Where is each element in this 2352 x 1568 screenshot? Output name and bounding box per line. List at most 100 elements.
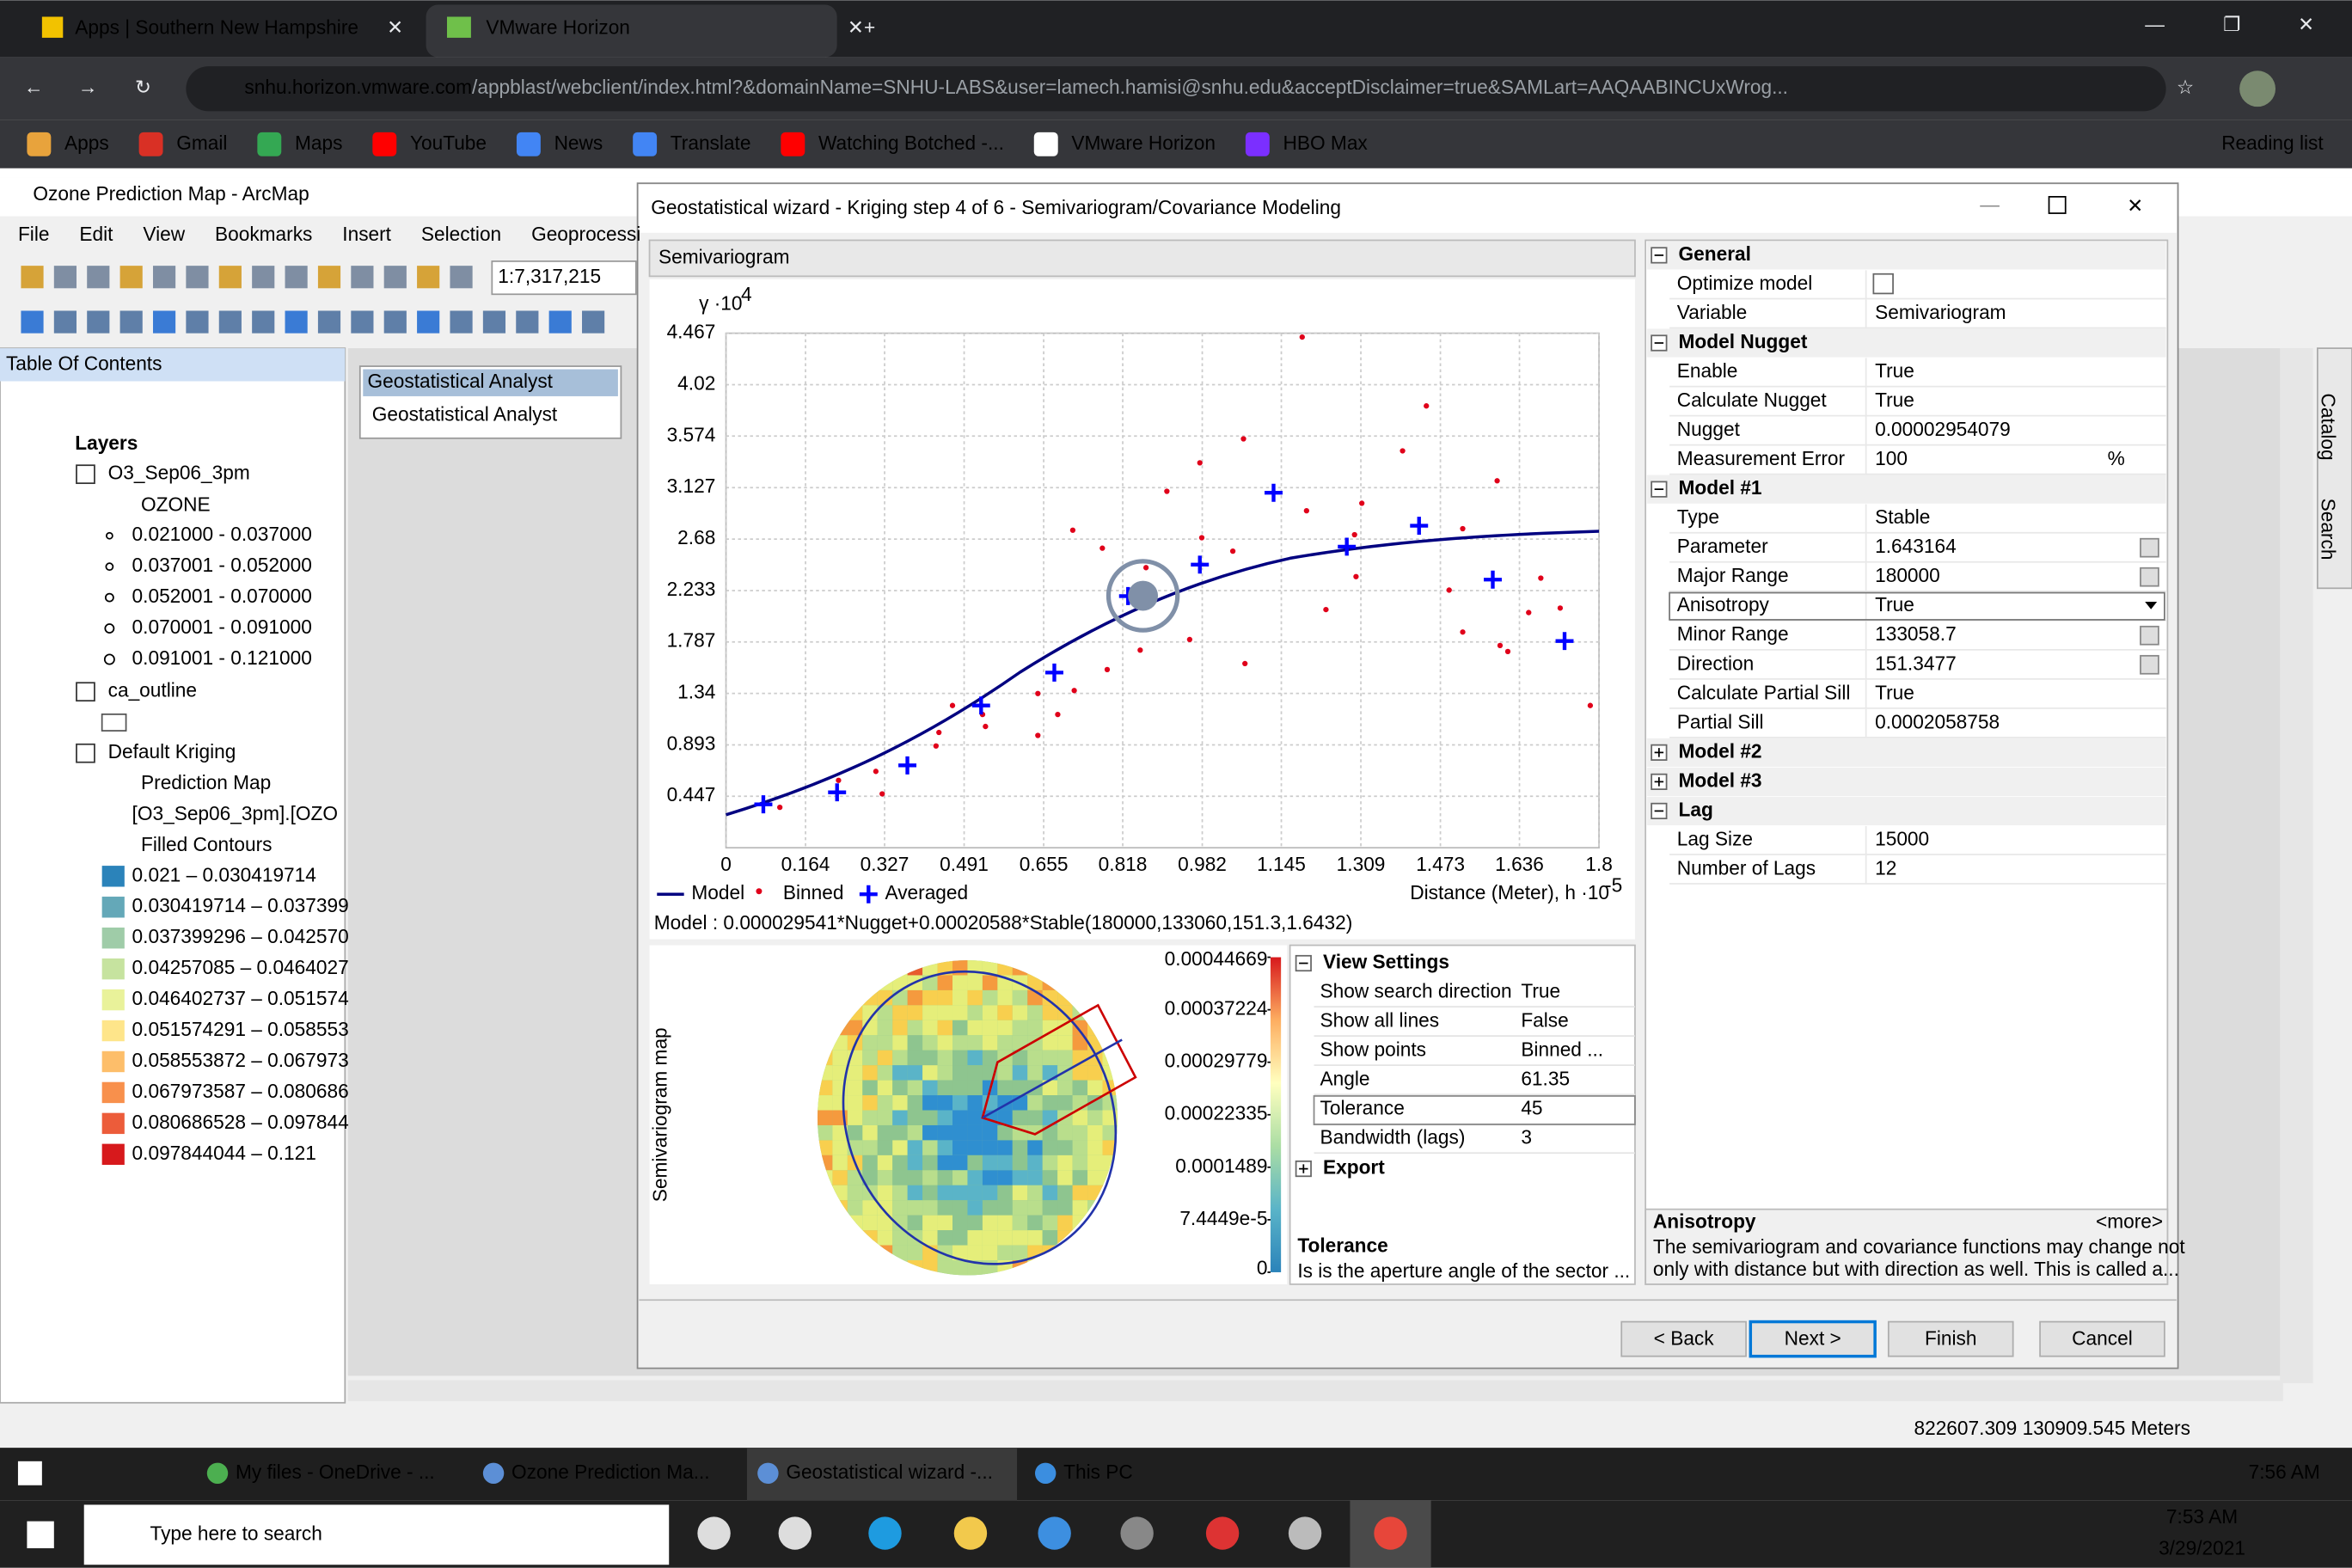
active-tab[interactable]: [426, 4, 837, 58]
property-value[interactable]: Binned ...: [1521, 1038, 1603, 1061]
property-value[interactable]: 61.35: [1521, 1068, 1570, 1090]
taskbar-app[interactable]: [868, 1516, 902, 1550]
taskbar-app[interactable]: [953, 1516, 988, 1550]
toolbar-icon[interactable]: [252, 266, 275, 289]
checkbox[interactable]: [76, 682, 95, 702]
task-label[interactable]: My files - OneDrive - ...: [236, 1461, 435, 1483]
menu-item[interactable]: Selection: [421, 223, 501, 245]
close[interactable]: ✕: [2127, 194, 2143, 217]
reading-list[interactable]: Reading list: [2221, 132, 2324, 154]
button-label[interactable]: Finish: [1925, 1326, 1976, 1349]
toolbar-icon[interactable]: [21, 310, 44, 334]
menu-item[interactable]: File: [18, 223, 50, 245]
menu-item[interactable]: Insert: [342, 223, 391, 245]
property-value[interactable]: 12: [1875, 856, 1896, 879]
side-tabs[interactable]: [2316, 347, 2352, 590]
bookmark[interactable]: Maps: [295, 132, 342, 154]
toolbar-icon[interactable]: [417, 266, 440, 289]
h-scrollbar[interactable]: [347, 1380, 2283, 1402]
button[interactable]: [1887, 1320, 2014, 1357]
toolbar-icon[interactable]: [383, 266, 407, 289]
property-value[interactable]: 133058.7: [1875, 622, 1957, 645]
calc-button[interactable]: [2140, 567, 2159, 587]
property-value[interactable]: 180000: [1875, 564, 1940, 586]
button-label[interactable]: Cancel: [2072, 1326, 2133, 1349]
property-value[interactable]: False: [1521, 1009, 1568, 1032]
checkbox[interactable]: [76, 743, 95, 763]
toolbar-icon[interactable]: [351, 310, 374, 334]
search-box[interactable]: [83, 1504, 670, 1565]
toolbar-icon[interactable]: [87, 266, 110, 289]
toolbar-icon[interactable]: [548, 310, 572, 334]
scale-box[interactable]: [491, 260, 637, 296]
property-value[interactable]: 0.00002954079: [1875, 418, 2011, 440]
bookmark[interactable]: VMware Horizon: [1071, 132, 1216, 154]
property-value[interactable]: 100: [1875, 447, 1908, 469]
toolbar-icon[interactable]: [582, 310, 605, 334]
side-tab[interactable]: Search: [2317, 499, 2339, 560]
bookmark[interactable]: Translate: [671, 132, 751, 154]
toolbar-icon[interactable]: [53, 266, 77, 289]
tab-close[interactable]: ✕: [387, 15, 403, 38]
menu-item[interactable]: Bookmarks: [215, 223, 312, 245]
button[interactable]: [1749, 1320, 1877, 1358]
search-placeholder[interactable]: Type here to search: [150, 1522, 322, 1544]
start-icon[interactable]: [17, 1461, 42, 1485]
bookmark[interactable]: HBO Max: [1283, 132, 1369, 154]
profile[interactable]: [2239, 70, 2276, 107]
property-value[interactable]: 0.0002058758: [1875, 710, 2000, 732]
taskbar-app[interactable]: [1288, 1516, 1322, 1550]
button[interactable]: [2039, 1320, 2165, 1357]
checkbox[interactable]: [76, 464, 95, 485]
tab-title[interactable]: Apps | Southern New Hampshire: [75, 15, 358, 38]
toolbar-icon[interactable]: [450, 266, 473, 289]
selection-handle[interactable]: [1106, 559, 1180, 633]
toolbar-icon[interactable]: [218, 310, 242, 334]
button-label[interactable]: Next >: [1785, 1326, 1841, 1349]
toolbar-icon[interactable]: [21, 266, 44, 289]
toolbar-icon[interactable]: [186, 266, 209, 289]
calc-button[interactable]: [2140, 654, 2159, 675]
calc-button[interactable]: [2140, 625, 2159, 646]
dropdown-arrow[interactable]: [2145, 601, 2158, 609]
taskbar-app[interactable]: [697, 1516, 731, 1550]
property-value[interactable]: Semivariogram: [1875, 301, 2006, 323]
property-value[interactable]: True: [1875, 359, 1914, 382]
omnibox[interactable]: [186, 66, 2166, 112]
minimize[interactable]: —: [2145, 13, 2165, 35]
menu-item[interactable]: View: [143, 223, 185, 245]
reload[interactable]: ↻: [135, 76, 151, 98]
toolbar-icon[interactable]: [482, 310, 506, 334]
button-label[interactable]: < Back: [1654, 1326, 1715, 1349]
forward[interactable]: →: [78, 76, 98, 98]
property-value[interactable]: 3: [1521, 1126, 1532, 1148]
toolbar-icon[interactable]: [285, 310, 308, 334]
star[interactable]: ☆: [2177, 76, 2194, 98]
toolbar-icon[interactable]: [417, 310, 440, 334]
menu-item[interactable]: Edit: [79, 223, 113, 245]
task-label[interactable]: Ozone Prediction Ma...: [511, 1461, 710, 1483]
tab-close[interactable]: ✕: [848, 15, 864, 38]
task-label[interactable]: This PC: [1063, 1461, 1133, 1483]
minimize[interactable]: —: [1980, 193, 2000, 215]
scrollbar[interactable]: [2280, 348, 2313, 1384]
toolbar-icon[interactable]: [152, 310, 176, 334]
start-button[interactable]: [27, 1521, 54, 1549]
toolbar-icon[interactable]: [119, 310, 143, 334]
menu-item[interactable]: Geoprocessi: [531, 223, 640, 245]
toolbar-icon[interactable]: [218, 266, 242, 289]
back[interactable]: ←: [24, 76, 44, 98]
bookmark[interactable]: Apps: [64, 132, 109, 154]
taskbar-app[interactable]: [1205, 1516, 1240, 1550]
optimize-button[interactable]: [1872, 273, 1894, 295]
maximize[interactable]: [2048, 195, 2067, 214]
button[interactable]: [1620, 1320, 1747, 1357]
toolbar-icon[interactable]: [186, 310, 209, 334]
toolbar-icon[interactable]: [285, 266, 308, 289]
close[interactable]: ✕: [2298, 13, 2314, 35]
toolbar-icon[interactable]: [87, 310, 110, 334]
toolbar-icon[interactable]: [351, 266, 374, 289]
bookmark[interactable]: Watching Botched -...: [818, 132, 1004, 154]
toolbar-button[interactable]: Geostatistical Analyst: [372, 403, 558, 426]
task-label[interactable]: Geostatistical wizard -...: [786, 1461, 993, 1483]
